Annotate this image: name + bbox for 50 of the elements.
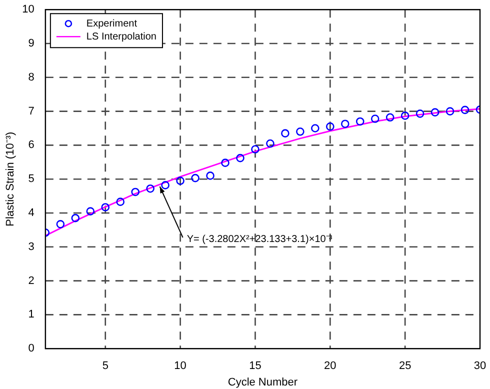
y-tick-label: 6: [28, 139, 34, 152]
y-tick-label: 0: [28, 342, 34, 355]
point: [326, 122, 334, 131]
point: [340, 120, 350, 128]
point: [296, 127, 304, 136]
point: [266, 139, 274, 148]
legend-label: LS Interpolation: [86, 31, 156, 42]
point: [311, 124, 320, 132]
point: [131, 188, 140, 196]
point: [460, 106, 470, 114]
x-tick-label: 15: [249, 360, 262, 372]
x-tick-label: 30: [474, 360, 486, 372]
point: [101, 203, 110, 212]
point: [370, 114, 380, 123]
y-tick-label: 8: [28, 71, 34, 84]
y-axis-title: Plastic Strain (10⁻³): [4, 132, 17, 226]
point: [416, 110, 424, 118]
point: [221, 158, 230, 167]
point: [251, 145, 260, 154]
y-tick-label: 9: [28, 38, 34, 50]
y-tick-label: 5: [28, 173, 34, 186]
point: [86, 207, 95, 216]
y-tick-label: 3: [28, 240, 34, 253]
y-tick-label: 2: [28, 274, 34, 287]
point: [161, 181, 170, 190]
x-tick-label: 20: [324, 360, 336, 372]
y-tick-label: 1: [28, 308, 34, 321]
point: [71, 214, 80, 222]
point: [56, 220, 65, 228]
point: [446, 107, 454, 116]
point: [191, 174, 200, 182]
point: [146, 184, 154, 193]
point: [206, 172, 214, 180]
point: [356, 117, 364, 126]
y-tick-label: 10: [22, 4, 34, 16]
point: [400, 112, 410, 120]
point: [281, 129, 290, 138]
y-tick-label: 7: [28, 105, 34, 118]
point: [176, 176, 184, 185]
y-tick-label: 4: [28, 207, 34, 220]
annotation: Y= (-3.2802X²+23.133+3.1)×10⁻³: [186, 234, 333, 246]
point: [236, 154, 244, 162]
legend-label: Experiment: [86, 18, 138, 30]
point: [386, 113, 394, 122]
x-tick-label: 5: [102, 360, 108, 372]
x-tick-label: 25: [398, 360, 412, 372]
x-tick-label: 10: [174, 360, 186, 372]
point: [116, 198, 125, 206]
point: [430, 108, 440, 116]
x-axis-title: Cycle Number: [228, 376, 298, 388]
